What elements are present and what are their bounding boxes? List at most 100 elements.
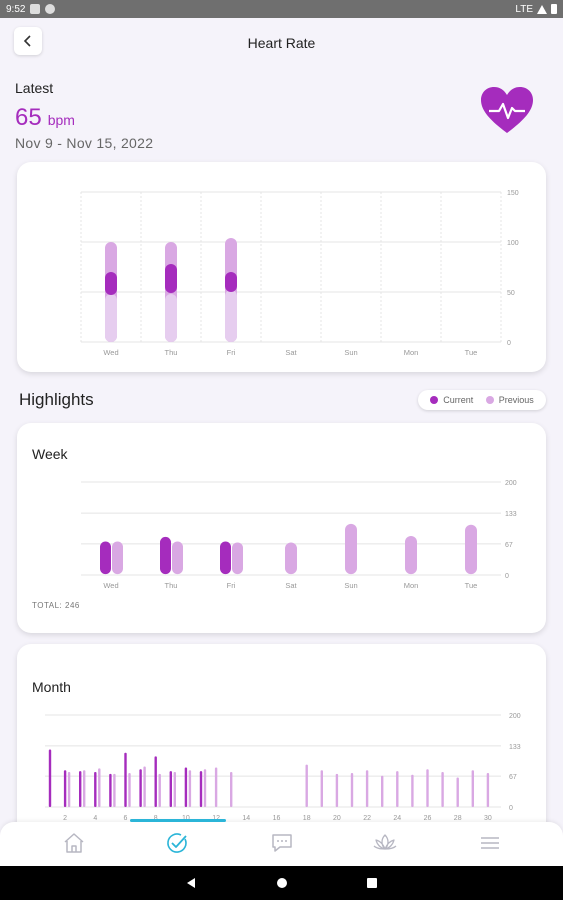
x-tick-label: 10 [182,815,190,822]
date-range: Nov 9 - Nov 15, 2022 [15,135,154,151]
lower-bar [105,294,117,342]
status-time: 9:52 [6,3,26,15]
latest-bpm-value: 65 [15,104,42,131]
bottom-navigation [0,819,563,866]
x-tick-label: 30 [484,815,492,822]
week-previous-bar [285,542,297,575]
y-tick-label: 133 [509,744,521,751]
y-tick-label: 67 [505,542,513,549]
nav-mindfulness[interactable] [372,830,398,856]
lower-bar [165,294,177,342]
system-back-icon[interactable] [185,877,197,889]
month-previous-bar [365,770,369,807]
previous-dot-icon [485,396,494,404]
chevron-left-icon [23,35,31,47]
month-title: Month [32,679,71,695]
x-tick-label: Sat [285,348,297,357]
week-card: Week 200 133 67 0 Wed Thu Fri Sat Sun Mon Tue TOTA… [17,423,546,633]
y-tick-label: 0 [505,573,509,580]
week-previous-bar [465,524,477,575]
x-tick-label: Sun [344,581,357,590]
month-previous-bar [486,772,490,807]
month-previous-bar [320,770,323,807]
x-tick-label: 12 [212,815,220,822]
signal-icon [537,4,547,14]
week-current-bar [160,536,171,575]
month-previous-bar [173,772,176,807]
month-card: Month 2001336702468101214161820222426283… [17,644,546,844]
month-current-bar [124,752,127,807]
x-tick-label: Thu [165,348,178,357]
nav-home[interactable] [61,830,87,856]
battery-icon [551,4,557,14]
highlights-title: Highlights [19,390,94,409]
daily-range-chart: 150 100 50 0 Wed Thu Fri Sat Sun Mon Tue [80,190,519,357]
y-tick-label: 133 [505,511,517,518]
month-previous-bar [426,769,429,807]
home-icon [64,833,84,853]
week-previous-bar [345,523,357,575]
week-previous-bar [405,535,417,575]
month-previous-bar [214,767,218,807]
y-tick-label: 200 [505,480,517,487]
legend: Current Previous [418,390,546,410]
month-previous-bar [471,770,474,807]
current-range-bar [225,272,237,292]
x-tick-label: Tue [465,348,478,357]
week-current-bar [220,541,231,575]
month-previous-bar [128,772,131,807]
x-tick-label: 22 [363,815,371,822]
latest-value: 65 bpm [15,104,75,132]
x-tick-label: 28 [454,815,462,822]
current-range-bar [105,272,117,295]
week-total-label: TOTAL: 246 [32,601,80,610]
y-tick-label: 0 [509,805,513,812]
legend-current: Current [430,395,473,405]
month-previous-bar [381,775,384,807]
x-tick-label: Wed [103,348,118,357]
x-tick-label: 26 [424,815,432,822]
system-recents-icon[interactable] [366,877,378,889]
week-title: Week [32,446,68,462]
month-previous-bar [203,769,207,807]
month-current-bar [63,770,67,807]
chat-icon [272,834,292,852]
daily-range-chart-card: 150 100 50 0 Wed Thu Fri Sat Sun Mon Tue [17,162,546,372]
x-tick-label: 14 [242,815,250,822]
y-tick-label: 67 [509,774,517,781]
y-tick-label: 50 [507,290,515,297]
legend-current-label: Current [443,395,474,405]
month-current-bar [169,771,172,807]
nav-progress[interactable] [164,830,190,856]
lower-bar [225,290,237,342]
y-tick-label: 100 [507,240,519,247]
system-home-icon[interactable] [276,877,288,889]
month-current-bar [94,772,97,807]
x-tick-label: 20 [333,815,341,822]
app-notification-icon [45,4,56,14]
page-title: Heart Rate [247,35,316,51]
x-tick-label: 6 [124,815,128,822]
month-previous-bar [230,772,233,807]
status-bar: 9:52 LTE [0,0,563,18]
x-tick-label: 4 [93,815,97,822]
month-previous-bar [335,773,339,807]
nav-messages[interactable] [269,830,295,856]
nav-menu[interactable] [477,830,503,856]
network-label: LTE [515,3,533,15]
x-tick-label: 8 [154,815,158,822]
current-range-bar [165,264,177,293]
x-tick-label: Mon [404,581,419,590]
x-tick-label: 18 [303,815,311,822]
month-current-bar [109,773,112,807]
x-tick-label: Thu [165,581,178,590]
month-current-bar [79,771,82,807]
legend-previous-label: Previous [498,395,534,405]
back-button[interactable] [14,27,42,55]
check-circle-icon [167,833,187,853]
x-tick-label: Wed [103,581,118,590]
month-previous-bar [98,768,101,807]
week-chart: 200 133 67 0 Wed Thu Fri Sat Sun Mon Tue [81,480,517,590]
month-previous-bar [396,771,399,807]
month-previous-bar [143,766,146,807]
